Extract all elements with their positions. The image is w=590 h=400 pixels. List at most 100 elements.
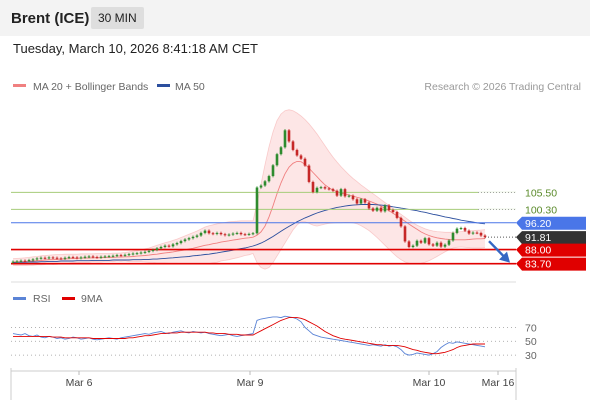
candle-body xyxy=(79,257,83,259)
candle-body xyxy=(299,155,303,159)
candle-body xyxy=(287,130,291,142)
candle-body xyxy=(147,250,151,252)
ma50-legend-label: MA 50 xyxy=(175,81,205,93)
candle-body xyxy=(11,261,15,263)
candle-body xyxy=(479,232,483,236)
candle-body xyxy=(19,260,23,262)
rsi-ma-legend-swatch xyxy=(62,297,75,300)
candle-body xyxy=(451,232,455,241)
rsi-ma-line xyxy=(13,317,485,355)
candle-body xyxy=(95,257,99,259)
candle-body xyxy=(439,242,443,247)
bollinger-legend-label: MA 20 + Bollinger Bands xyxy=(33,81,148,93)
candle-body xyxy=(91,256,95,258)
candle-body xyxy=(87,256,91,258)
rsi-level-label-70: 70 xyxy=(525,322,537,334)
candle-body xyxy=(123,254,127,256)
candle-body xyxy=(475,232,479,234)
candle-body xyxy=(255,187,259,234)
candle-body xyxy=(63,257,67,259)
ma50-legend-swatch xyxy=(157,84,170,87)
candle-body xyxy=(271,165,275,177)
candle-body xyxy=(71,257,75,259)
candle-body xyxy=(307,165,311,182)
rsi-line xyxy=(12,315,486,356)
candle-body xyxy=(375,207,379,211)
x-tick-label: Mar 6 xyxy=(66,377,93,389)
candle-body xyxy=(219,232,223,235)
level-label-100.30: 100.30 xyxy=(525,204,557,216)
candle-body xyxy=(47,257,51,259)
candle-body xyxy=(427,238,431,245)
level-tag-83.70 xyxy=(516,257,586,271)
candle-body xyxy=(371,208,375,211)
rsi-level-label-50: 50 xyxy=(525,336,537,348)
candle-body xyxy=(243,234,247,236)
candle-body xyxy=(435,242,439,246)
candle-body xyxy=(59,258,63,260)
candle-body xyxy=(23,260,27,262)
candle-body xyxy=(163,245,167,247)
legend: MA 20 + Bollinger Bands MA 50 Research ©… xyxy=(13,81,581,305)
candle-body xyxy=(171,244,175,247)
candle-body xyxy=(155,248,159,250)
candle-body xyxy=(183,239,187,242)
candle-body xyxy=(103,256,107,258)
candle-body xyxy=(459,228,463,230)
candle-body xyxy=(67,257,71,259)
x-tick-label: Mar 9 xyxy=(237,377,264,389)
candle-body xyxy=(27,260,31,262)
level-tag-96.20 xyxy=(516,216,586,230)
candle-body xyxy=(403,226,407,242)
candle-body xyxy=(275,154,279,166)
candle-body xyxy=(247,233,251,235)
candle-body xyxy=(39,257,43,259)
candle-body xyxy=(467,230,471,234)
candle-body xyxy=(331,189,335,191)
candle-body xyxy=(415,240,419,246)
candle-body xyxy=(315,187,319,193)
bollinger-upper xyxy=(12,109,486,260)
candle-body xyxy=(135,253,139,255)
candle-body xyxy=(423,238,427,243)
candle-body xyxy=(471,232,475,234)
level-label-91.81: 91.81 xyxy=(525,232,551,244)
candle-body xyxy=(411,245,415,247)
candle-body xyxy=(43,257,47,259)
candle-body xyxy=(431,244,435,246)
candle-body xyxy=(383,205,387,212)
candle-body xyxy=(291,141,295,150)
candle-body xyxy=(391,210,395,213)
candle-body xyxy=(395,212,399,218)
candle-body xyxy=(447,240,451,245)
level-label-83.70: 83.70 xyxy=(525,259,551,271)
candle-body xyxy=(143,251,147,253)
candle-body xyxy=(367,202,371,209)
candle-body xyxy=(223,234,227,236)
level-tag-88.00 xyxy=(516,243,586,257)
candle-body xyxy=(211,233,215,235)
candle-body xyxy=(323,187,327,189)
candle-body xyxy=(187,238,191,240)
candle-body xyxy=(283,130,287,148)
candle-body xyxy=(31,259,35,261)
rsi-legend-label: RSI xyxy=(33,293,51,305)
interval-button[interactable]: 30 MIN xyxy=(91,7,144,29)
candle-body xyxy=(131,253,135,255)
bollinger-lower xyxy=(12,221,486,270)
candle-body xyxy=(119,255,123,257)
candle-body xyxy=(295,149,299,156)
bollinger-band-fill xyxy=(13,109,485,270)
candle-body xyxy=(83,256,87,258)
chart-header: Brent (ICE) 30 MIN xyxy=(0,0,590,36)
candle-body xyxy=(107,256,111,258)
x-tick-label: Mar 10 xyxy=(413,377,446,389)
candle-body xyxy=(151,249,155,251)
candle-body xyxy=(355,199,359,204)
candle-body xyxy=(159,246,163,249)
rsi-panel: 70 50 30 xyxy=(11,315,537,362)
candle-body xyxy=(167,245,171,247)
candle-body xyxy=(55,257,59,259)
candle-body xyxy=(455,228,459,233)
